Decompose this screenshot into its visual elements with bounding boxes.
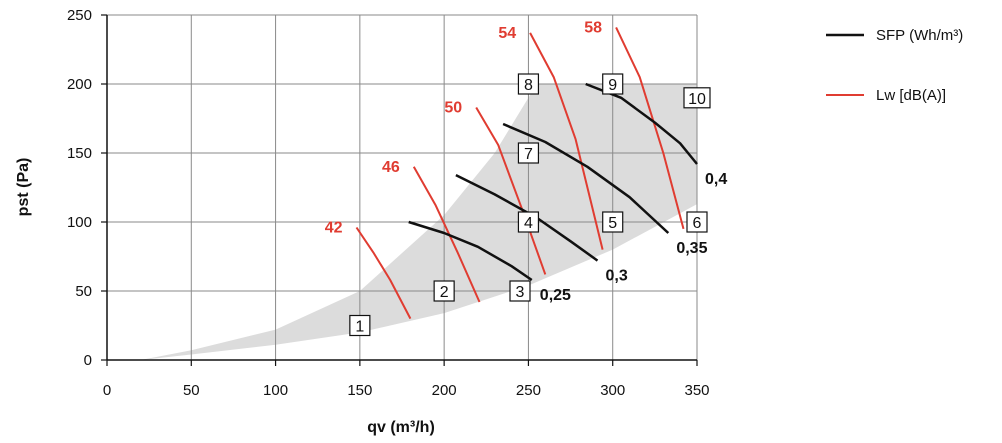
legend-sfp-label: SFP (Wh/m³): [876, 27, 963, 44]
operating-point-box: [509, 280, 531, 302]
operating-point-box: [602, 211, 624, 233]
operating-point-label: 6: [693, 215, 702, 232]
y-tick-label: 250: [67, 7, 92, 24]
y-axis-title: pst (Pa): [15, 158, 32, 217]
operating-point-10: 10: [683, 87, 711, 109]
lw-curve-58: [615, 26, 685, 230]
sfp-label-0,4: 0,4: [705, 171, 727, 188]
operating-point-label: 2: [440, 284, 449, 301]
operating-point-label: 3: [516, 284, 525, 301]
lw-curve-46: [412, 166, 481, 303]
x-tick-label: 350: [684, 382, 709, 399]
sfp-label-0,35: 0,35: [676, 240, 707, 257]
operating-point-9: 9: [602, 73, 624, 95]
lw-curve-42: [355, 226, 412, 320]
x-tick-label: 300: [600, 382, 625, 399]
sfp-curve-0,35: [502, 122, 670, 234]
operating-point-5: 5: [602, 211, 624, 233]
legend: SFP (Wh/m³) Lw [dB(A)]: [826, 27, 963, 104]
operating-point-box: [349, 314, 371, 337]
operating-point-label: 9: [608, 77, 617, 94]
grid-layer: [107, 14, 698, 360]
lw-curve-54: [529, 32, 604, 250]
operating-points-layer: 1 2 3 4 5 6 7 8 9 10: [349, 73, 711, 337]
lw-label-46: 46: [382, 159, 400, 176]
y-tick-label: 150: [67, 145, 92, 162]
x-tick-label: 50: [183, 382, 200, 399]
lw-label-50: 50: [444, 99, 462, 116]
lw-label-54: 54: [498, 25, 516, 42]
x-tick-label: 0: [103, 382, 111, 399]
operating-point-box: [602, 73, 624, 95]
operating-point-box: [433, 280, 455, 302]
x-tick-label: 150: [347, 382, 372, 399]
operating-point-box: [517, 142, 540, 164]
sfp-label-0,3: 0,3: [606, 268, 628, 285]
sfp-label-0,25: 0,25: [540, 287, 571, 304]
y-tick-label: 0: [84, 352, 92, 369]
operating-point-8: 8: [517, 73, 540, 95]
operating-point-box: [517, 73, 540, 95]
operating-point-4: 4: [517, 211, 540, 233]
operating-point-label: 7: [524, 146, 533, 163]
operating-point-label: 8: [524, 77, 533, 94]
y-tick-label: 200: [67, 76, 92, 93]
legend-lw-label: Lw [dB(A)]: [876, 87, 946, 104]
sfp-curve-0,25: [408, 220, 533, 282]
operating-point-7: 7: [517, 142, 540, 164]
x-axis-title: qv (m³/h): [367, 419, 435, 436]
operating-point-label: 4: [524, 215, 533, 232]
lw-label-58: 58: [584, 19, 602, 36]
y-tick-label: 100: [67, 214, 92, 231]
operating-point-3: 3: [509, 280, 531, 302]
x-tick-label: 250: [516, 382, 541, 399]
operating-point-label: 1: [355, 319, 364, 336]
operating-point-box: [686, 211, 708, 233]
operating-point-box: [683, 87, 711, 109]
operating-point-1: 1: [349, 314, 371, 337]
operating-point-box: [517, 211, 540, 233]
lw-curve-50: [475, 106, 547, 275]
operating-point-6: 6: [686, 211, 708, 233]
x-tick-label: 100: [263, 382, 288, 399]
y-tick-label: 50: [75, 283, 92, 300]
operating-point-2: 2: [433, 280, 455, 302]
x-tick-label: 200: [432, 382, 457, 399]
lw-label-42: 42: [325, 220, 343, 237]
operating-point-label: 5: [608, 215, 617, 232]
axes-layer: [101, 14, 698, 366]
operating-point-label: 10: [688, 91, 706, 108]
